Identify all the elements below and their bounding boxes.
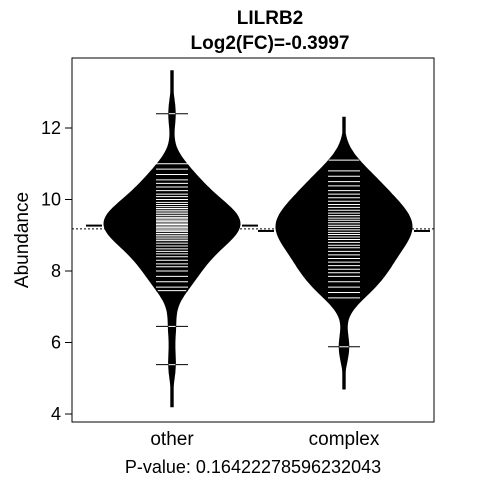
plot-area: [72, 71, 434, 407]
x-axis-labels: other complex: [150, 429, 380, 450]
bean-complex: [276, 117, 412, 389]
p-value-footer: P-value: 0.16422278596232043: [125, 457, 381, 477]
chart-title: LILRB2: [237, 8, 304, 29]
y-tick-label: 8: [51, 261, 61, 281]
y-axis: 4 6 8 10 12: [41, 118, 72, 424]
y-tick-label: 4: [51, 404, 61, 424]
x-category-label: other: [150, 429, 194, 450]
y-tick-label: 6: [51, 333, 61, 353]
y-tick-label: 10: [41, 190, 61, 210]
x-category-label: complex: [309, 429, 380, 450]
chart-subtitle: Log2(FC)=-0.3997: [191, 33, 350, 54]
y-axis-label: Abundance: [12, 192, 33, 288]
y-tick-label: 12: [41, 118, 61, 138]
